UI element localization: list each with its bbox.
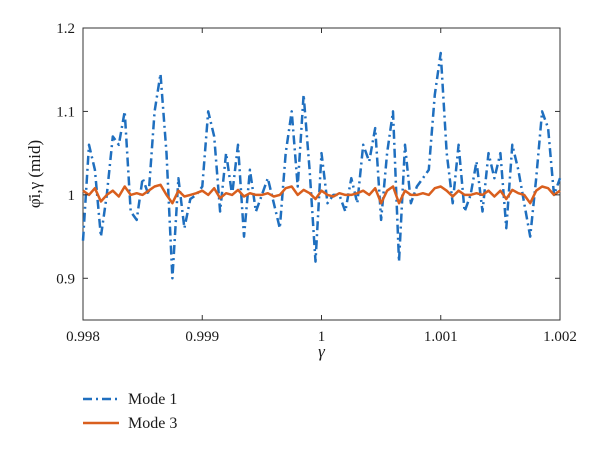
y-tick-label: 0.9 bbox=[56, 271, 75, 287]
x-tick-label: 0.999 bbox=[185, 329, 219, 345]
x-tick-label: 1.002 bbox=[543, 329, 577, 345]
y-axis-ticks: 0.9 1 1.1 1.2 bbox=[56, 21, 560, 287]
x-tick-label: 1.001 bbox=[424, 329, 458, 345]
plot-area bbox=[82, 27, 561, 321]
x-axis-ticks: 0.998 0.999 1 1.001 1.002 bbox=[66, 28, 577, 345]
legend: Mode 1 Mode 3 bbox=[83, 391, 177, 432]
x-tick-label: 0.998 bbox=[66, 329, 100, 345]
series-layer bbox=[81, 51, 562, 280]
y-axis-label: φ̄i,γ (mid) bbox=[25, 140, 44, 208]
x-tick-label: 1 bbox=[318, 329, 326, 345]
y-tick-label: 1.2 bbox=[56, 21, 75, 37]
legend-label: Mode 3 bbox=[128, 415, 177, 432]
y-tick-label: 1 bbox=[68, 188, 76, 204]
x-axis-label: γ bbox=[318, 342, 326, 361]
series-line-mode-3 bbox=[82, 183, 561, 205]
legend-label: Mode 1 bbox=[128, 391, 177, 408]
y-tick-label: 1.1 bbox=[56, 104, 75, 120]
